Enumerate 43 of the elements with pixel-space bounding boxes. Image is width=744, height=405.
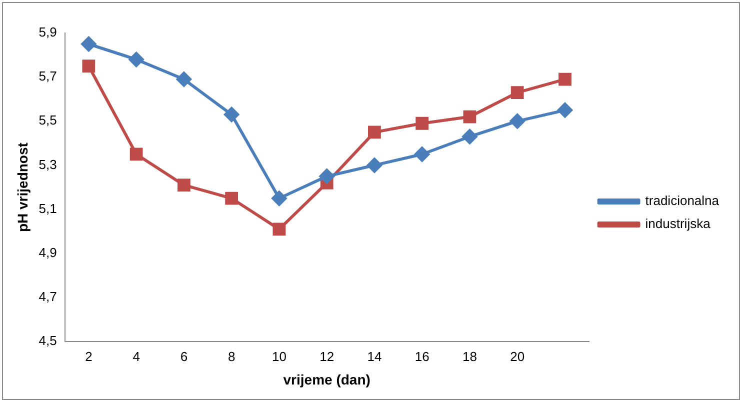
x-tick-label: 2 bbox=[85, 348, 92, 364]
y-tick-label: 5,9 bbox=[38, 24, 57, 40]
y-tick-label: 5,1 bbox=[38, 200, 57, 216]
y-tick-label: 5,3 bbox=[38, 156, 57, 172]
point bbox=[463, 110, 476, 124]
x-tick-label: 20 bbox=[510, 348, 525, 364]
x-tick-label: 14 bbox=[367, 348, 382, 364]
x-tick-label: 18 bbox=[462, 348, 477, 364]
y-tick-label: 4,7 bbox=[38, 289, 57, 304]
point bbox=[128, 52, 144, 67]
x-tick-label: 8 bbox=[228, 348, 236, 364]
y-tick-label: 4,5 bbox=[38, 333, 57, 348]
point bbox=[272, 222, 286, 236]
x-tick-label: 4 bbox=[132, 348, 140, 364]
point bbox=[510, 114, 525, 129]
x-tick-label: 6 bbox=[180, 348, 188, 364]
point bbox=[272, 190, 287, 206]
point bbox=[130, 148, 143, 161]
point bbox=[224, 107, 240, 122]
point bbox=[462, 129, 478, 144]
x-tick-label: 12 bbox=[320, 348, 334, 364]
point bbox=[81, 36, 96, 52]
point bbox=[368, 126, 381, 139]
point bbox=[366, 158, 382, 173]
point bbox=[414, 146, 430, 162]
legend-label: tradicionalna bbox=[645, 193, 720, 208]
point bbox=[82, 60, 96, 73]
point bbox=[225, 192, 238, 205]
x-tick-label: 16 bbox=[414, 348, 430, 364]
point bbox=[557, 102, 572, 118]
y-tick-label: 5,5 bbox=[38, 112, 57, 128]
y-tick-label: 4,9 bbox=[38, 245, 57, 260]
y-tick-label: 5,7 bbox=[38, 68, 57, 84]
point bbox=[176, 72, 192, 87]
point bbox=[319, 168, 334, 184]
y-axis-title: pH vrijednost bbox=[14, 142, 30, 232]
point bbox=[558, 72, 572, 86]
point bbox=[510, 86, 524, 99]
point bbox=[177, 178, 190, 192]
legend-label: industrijska bbox=[645, 216, 712, 232]
x-tick-label: 10 bbox=[272, 348, 286, 364]
x-axis-title: vrijeme (dan) bbox=[283, 371, 370, 388]
point bbox=[416, 116, 429, 130]
